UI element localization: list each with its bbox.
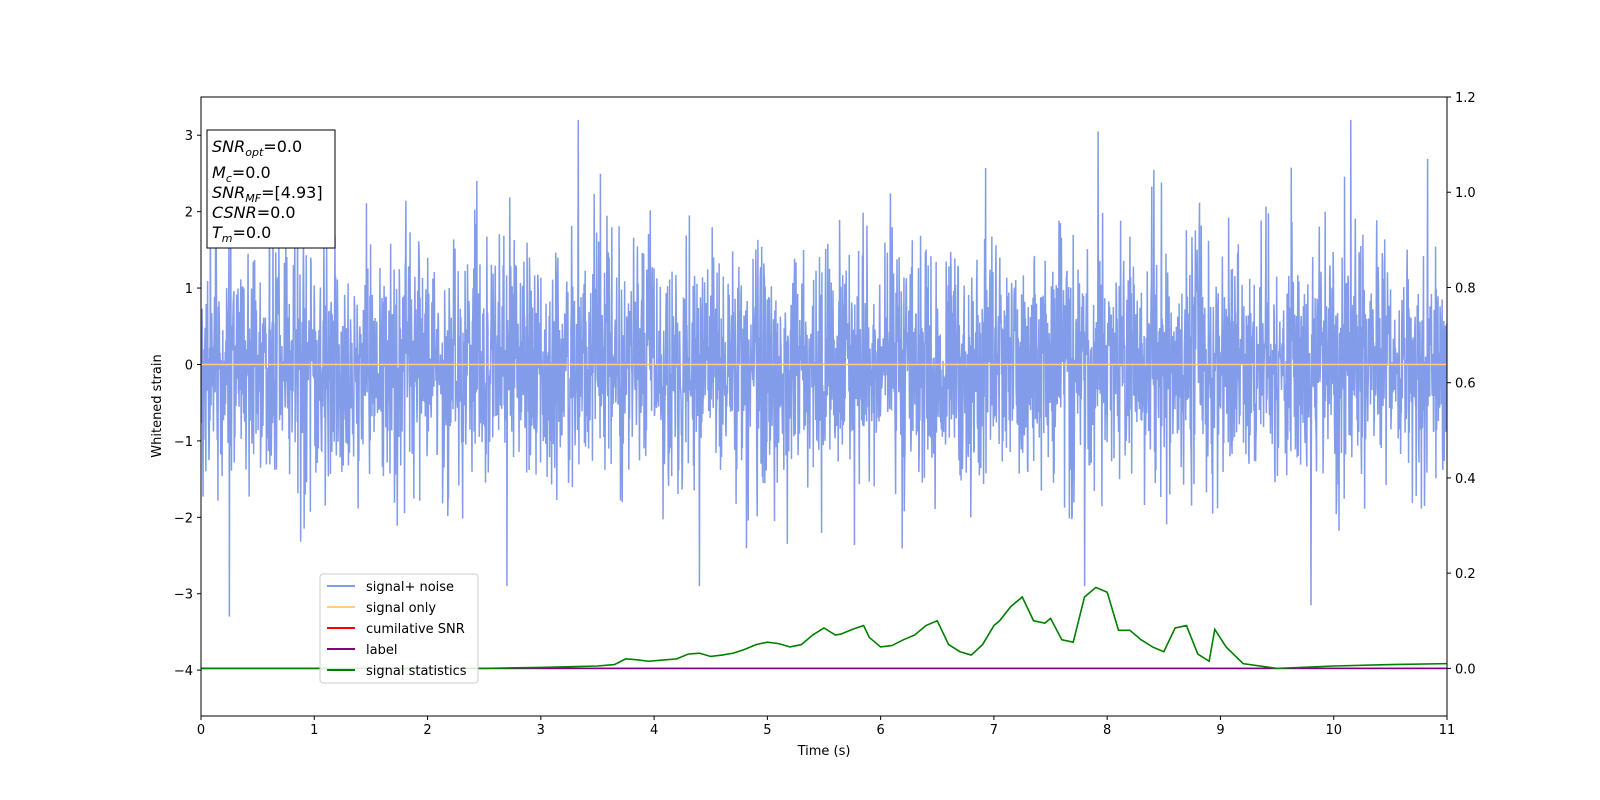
- y-tick-label: 2: [185, 206, 193, 221]
- annotation-symbol: CSNR: [212, 203, 257, 222]
- axes-layer: 0 1 2 3 4 5 6 7 8 9 10 11 −4 −3 −2 −1 0 1 2 3 0.0 0.2 0.4 0.6 0.…: [174, 91, 1476, 738]
- annotation-subscript: c: [226, 172, 232, 185]
- x-tick-label: 8: [1103, 723, 1111, 738]
- annotation-line: SNRopt=0.0: [212, 137, 302, 159]
- y-tick-label: −2: [174, 511, 193, 526]
- annotation-symbol: T: [212, 223, 223, 242]
- annotation-box: SNRopt=0.0Mc=0.0SNRMF=[4.93]CSNR=0.0Tm=0…: [206, 129, 336, 249]
- y2-tick-label: 1.0: [1455, 186, 1476, 201]
- x-tick-label: 2: [423, 723, 431, 738]
- annotation-subscript: opt: [245, 146, 264, 159]
- x-axis-label: Time (s): [797, 744, 851, 759]
- x-tick-label: 4: [650, 723, 658, 738]
- legend-label: cumilative SNR: [366, 622, 465, 637]
- annotation-line: Mc=0.0: [212, 163, 271, 185]
- series-line-signal-noise: [201, 119, 1447, 617]
- y2-tick-label: 0.8: [1455, 281, 1476, 296]
- annotation-symbol: M: [212, 163, 226, 182]
- legend-label: signal+ noise: [366, 580, 454, 595]
- y-tick-label: 1: [185, 282, 193, 297]
- y-tick-label: 3: [185, 129, 193, 144]
- y-axis-label: Whitened strain: [150, 354, 165, 457]
- x-tick-label: 11: [1439, 723, 1456, 738]
- annotation-value: =0.0: [257, 203, 296, 222]
- annotation-symbol: SNR: [212, 183, 245, 202]
- annotation-lines: SNRopt=0.0Mc=0.0SNRMF=[4.93]CSNR=0.0Tm=0…: [212, 137, 323, 245]
- legend-items: signal+ noise signal only cumilative SNR la…: [327, 580, 467, 679]
- x-tick-label: 7: [990, 723, 998, 738]
- x-tick-label: 5: [763, 723, 771, 738]
- annotation-subscript: MF: [245, 192, 261, 205]
- plot-frame: [200, 96, 1448, 717]
- legend-label: signal statistics: [366, 664, 467, 679]
- annotation-value: =0.0: [233, 223, 272, 242]
- x-tick-label: 10: [1325, 723, 1342, 738]
- y-tick-label: 0: [185, 358, 193, 373]
- legend-frame: [319, 573, 479, 684]
- annotation-value: =0.0: [263, 137, 302, 156]
- annotation-symbol: SNR: [212, 137, 245, 156]
- x-tick-label: 3: [537, 723, 545, 738]
- legend: signal+ noise signal only cumilative SNR la…: [319, 573, 479, 684]
- annotation-line: SNRMF=[4.93]: [212, 183, 323, 205]
- legend-label: signal only: [366, 601, 436, 616]
- x-tick-label: 9: [1216, 723, 1224, 738]
- y2-tick-label: 0.4: [1455, 472, 1476, 487]
- y-tick-label: −3: [174, 588, 193, 603]
- series-line-signal-statistics: [201, 586, 1447, 670]
- annotation-value: =0.0: [232, 163, 271, 182]
- annotation-line: CSNR=0.0: [212, 203, 296, 222]
- x-tick-label: 1: [310, 723, 318, 738]
- y2-tick-label: 0.6: [1455, 377, 1476, 392]
- annotation-subscript: m: [222, 232, 233, 245]
- y-tick-label: −4: [174, 664, 193, 679]
- y2-tick-label: 0.0: [1455, 662, 1476, 677]
- x-tick-label: 6: [876, 723, 884, 738]
- annotation-value: =[4.93]: [261, 183, 323, 202]
- legend-label: label: [366, 643, 397, 658]
- y2-tick-label: 1.2: [1455, 91, 1476, 106]
- y-tick-label: −1: [174, 435, 193, 450]
- y2-tick-label: 0.2: [1455, 567, 1476, 582]
- annotation-frame: [206, 129, 336, 249]
- annotation-line: Tm=0.0: [212, 223, 271, 245]
- x-tick-label: 0: [197, 723, 205, 738]
